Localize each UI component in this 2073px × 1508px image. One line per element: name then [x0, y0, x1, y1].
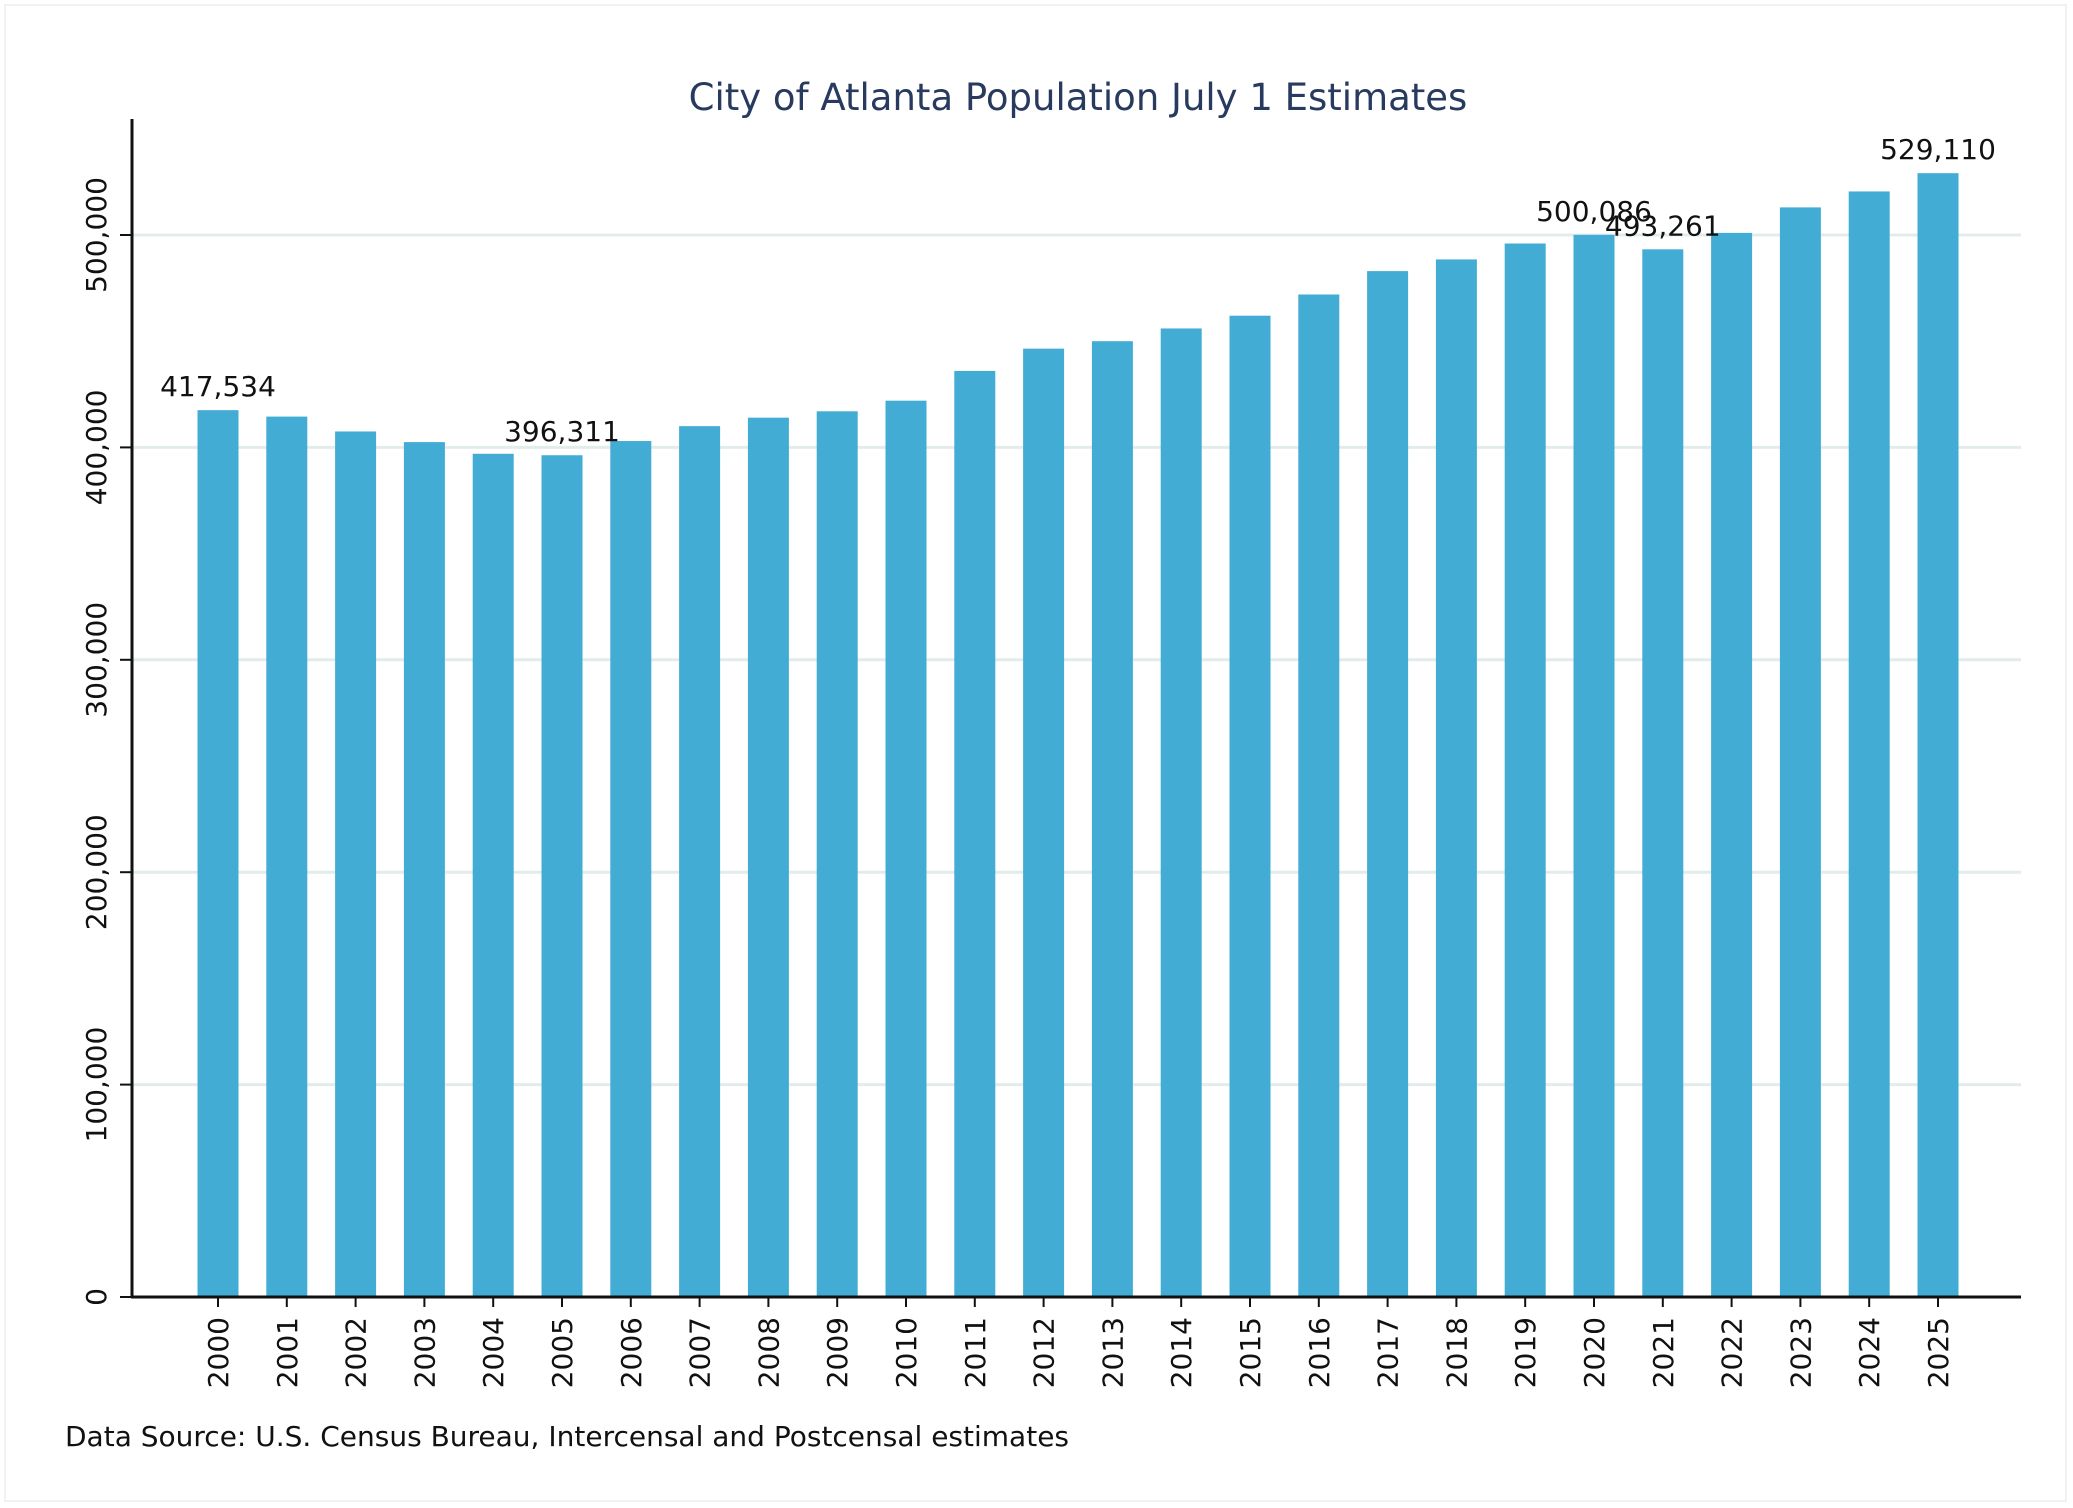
bar-2008 — [747, 417, 789, 1297]
data-label-2000: 417,534 — [160, 370, 276, 403]
x-tick-label: 2010 — [890, 1317, 923, 1388]
source-note: Data Source: U.S. Census Bureau, Interce… — [65, 1420, 1069, 1453]
bar-2020 — [1573, 234, 1615, 1297]
x-tick-label: 2024 — [1853, 1317, 1886, 1388]
y-tick-label: 400,000 — [80, 390, 113, 506]
bar-2024 — [1848, 191, 1890, 1297]
x-tick-label: 2008 — [752, 1317, 785, 1388]
data-label-2021: 493,261 — [1605, 209, 1721, 242]
x-tick-label: 2020 — [1578, 1317, 1611, 1388]
x-tick-label: 2017 — [1372, 1317, 1405, 1388]
bar-2018 — [1435, 259, 1477, 1297]
bar-2007 — [679, 426, 721, 1297]
bar-2015 — [1229, 315, 1271, 1297]
x-tick-label: 2005 — [546, 1317, 579, 1388]
bar-2011 — [954, 370, 996, 1297]
x-tick-labels: 2000 2001 2002 2003 2004 2005 2006 2007 2008 2009… — [202, 1317, 1955, 1388]
bar-2003 — [403, 442, 445, 1298]
bar-2023 — [1779, 207, 1821, 1298]
bar-2002 — [335, 431, 377, 1298]
bar-2001 — [266, 416, 308, 1297]
x-tick-label: 2006 — [615, 1317, 648, 1388]
x-tick-label: 2009 — [821, 1317, 854, 1388]
bar-2010 — [885, 400, 927, 1297]
bar-2005 — [541, 455, 583, 1297]
data-label-2025: 529,110 — [1880, 133, 1996, 166]
bar-2025 — [1917, 173, 1959, 1297]
x-tick-label: 2019 — [1509, 1317, 1542, 1388]
bar-2012 — [1023, 348, 1065, 1297]
bar-2006 — [610, 441, 652, 1297]
x-tick-label: 2014 — [1165, 1317, 1198, 1388]
x-tick-label: 2007 — [684, 1317, 717, 1388]
x-tick-label: 2011 — [959, 1317, 992, 1388]
bar-2004 — [472, 453, 514, 1298]
bar-2021 — [1642, 249, 1684, 1298]
bar-2019 — [1504, 243, 1546, 1298]
bar-2000 — [197, 410, 239, 1297]
x-tick-label: 2003 — [408, 1317, 441, 1388]
bar-2016 — [1298, 294, 1340, 1297]
x-tick-label: 2012 — [1028, 1317, 1061, 1388]
bars — [197, 173, 1959, 1298]
chart-figure: City of Atlanta Population July 1 Estima… — [4, 4, 2067, 1502]
bar-2014 — [1160, 328, 1202, 1297]
x-tick-label: 2021 — [1647, 1317, 1680, 1388]
x-tick-label: 2015 — [1234, 1317, 1267, 1388]
x-tick-label: 2004 — [477, 1317, 510, 1388]
y-tick-label: 300,000 — [80, 602, 113, 718]
axes — [120, 119, 2021, 1307]
x-tick-label: 2023 — [1784, 1317, 1817, 1388]
x-tick-label: 2025 — [1922, 1317, 1955, 1388]
bar-2013 — [1091, 341, 1133, 1297]
x-tick-label: 2000 — [202, 1317, 235, 1388]
bar-2017 — [1367, 271, 1409, 1297]
bar-2009 — [816, 411, 858, 1297]
y-tick-label: 100,000 — [80, 1027, 113, 1143]
bar-2022 — [1711, 232, 1753, 1298]
x-tick-label: 2002 — [340, 1317, 373, 1388]
chart-canvas: City of Atlanta Population July 1 Estima… — [65, 76, 2021, 1453]
y-tick-labels: 0 100,000 200,000 300,000 400,000 500,000 — [80, 177, 113, 1306]
x-tick-label: 2001 — [271, 1317, 304, 1388]
x-tick-label: 2022 — [1716, 1317, 1749, 1388]
grid-lines — [132, 233, 2021, 1087]
data-label-2020: 500,086 — [1536, 195, 1652, 228]
x-tick-label: 2016 — [1303, 1317, 1336, 1388]
x-tick-label: 2013 — [1096, 1317, 1129, 1388]
x-tick-label: 2018 — [1440, 1317, 1473, 1388]
y-tick-label: 200,000 — [80, 814, 113, 930]
y-tick-label: 0 — [80, 1288, 113, 1306]
y-tick-label: 500,000 — [80, 177, 113, 293]
chart-title: City of Atlanta Population July 1 Estima… — [689, 76, 1468, 119]
data-label-2005: 396,311 — [504, 415, 620, 448]
